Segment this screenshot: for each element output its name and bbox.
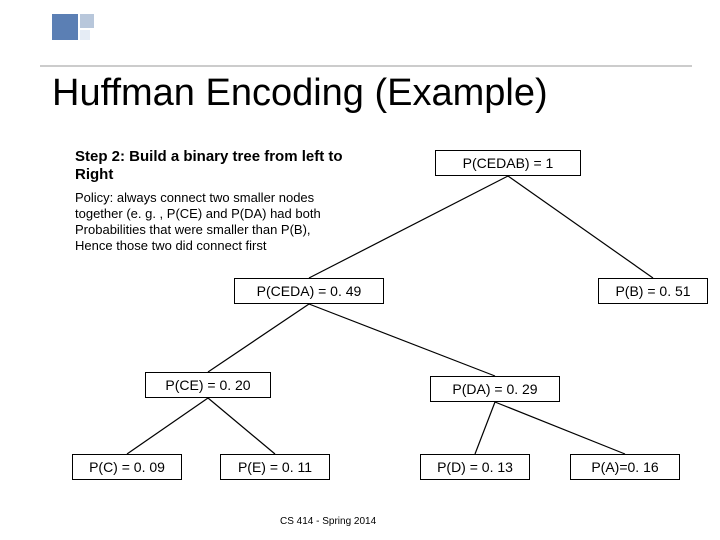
slide: Huffman Encoding (Example) Step 2: Build… [0,0,720,540]
policy-line-3: Hence those two did connect first [75,238,321,254]
node-ce: P(CE) = 0. 20 [145,372,271,398]
node-c: P(C) = 0. 09 [72,454,182,480]
node-a: P(A)=0. 16 [570,454,680,480]
step-line1: Step 2: Build a binary tree from left to [75,148,343,166]
node-cedab: P(CEDAB) = 1 [435,150,581,176]
footer-text: CS 414 - Spring 2014 [280,516,376,527]
policy-line-0: Policy: always connect two smaller nodes [75,190,321,206]
accent-square-big [52,14,78,40]
page-title: Huffman Encoding (Example) [52,72,548,115]
policy-text: Policy: always connect two smaller nodes… [75,190,321,254]
node-d: P(D) = 0. 13 [420,454,530,480]
node-e: P(E) = 0. 11 [220,454,330,480]
accent-square-sm [80,30,90,40]
step-title: Step 2: Build a binary tree from left to… [75,148,343,184]
policy-line-1: together (e. g. , P(CE) and P(DA) had bo… [75,206,321,222]
accent-square-med [80,14,94,28]
step-line2: Right [75,166,343,184]
node-b: P(B) = 0. 51 [598,278,708,304]
policy-line-2: Probabilities that were smaller than P(B… [75,222,321,238]
node-ceda: P(CEDA) = 0. 49 [234,278,384,304]
node-da: P(DA) = 0. 29 [430,376,560,402]
